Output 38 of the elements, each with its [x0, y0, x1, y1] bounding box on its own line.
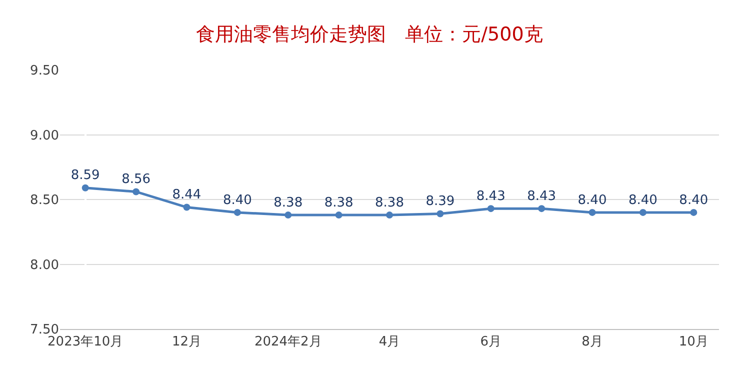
y-tick-label: 9.50	[30, 64, 59, 79]
point	[588, 208, 596, 216]
data-label: 8.59	[70, 168, 100, 184]
point	[82, 184, 89, 192]
x-tick-label: 8月	[582, 334, 603, 350]
chart-title: 食用油零售均价走势图 单位：元/500克	[196, 24, 543, 46]
point	[386, 212, 393, 219]
data-label: 8.38	[274, 195, 303, 210]
point	[132, 188, 140, 196]
x-tick-label: 12月	[172, 334, 202, 350]
point	[234, 208, 241, 216]
data-label: 8.39	[426, 194, 455, 210]
point	[436, 210, 444, 218]
data-label: 8.56	[122, 172, 151, 188]
data-label: 8.43	[527, 188, 556, 204]
data-label: 8.44	[172, 188, 202, 203]
point	[690, 208, 698, 216]
point	[487, 205, 494, 212]
data-label: 8.40	[578, 192, 607, 208]
data-label: 8.40	[628, 192, 658, 208]
x-tick-label: 4月	[378, 334, 400, 350]
data-label: 8.38	[324, 195, 354, 210]
point	[639, 208, 646, 216]
data-label: 8.43	[476, 188, 506, 204]
x-tick-label: 6月	[480, 334, 502, 350]
y-tick-label: 8.00	[30, 258, 59, 273]
y-tick-label: 9.00	[30, 128, 59, 144]
data-label: 8.40	[222, 192, 252, 208]
point	[538, 205, 546, 212]
point	[335, 212, 342, 219]
point	[284, 212, 292, 219]
data-label: 8.40	[679, 192, 708, 208]
x-tick-label: 10月	[678, 334, 708, 350]
x-tick-label: 2023年10月	[48, 334, 124, 350]
y-tick-label: 8.50	[30, 193, 59, 208]
x-tick-label: 2024年2月	[254, 334, 322, 350]
point	[183, 204, 190, 211]
data-label: 8.38	[375, 195, 404, 210]
